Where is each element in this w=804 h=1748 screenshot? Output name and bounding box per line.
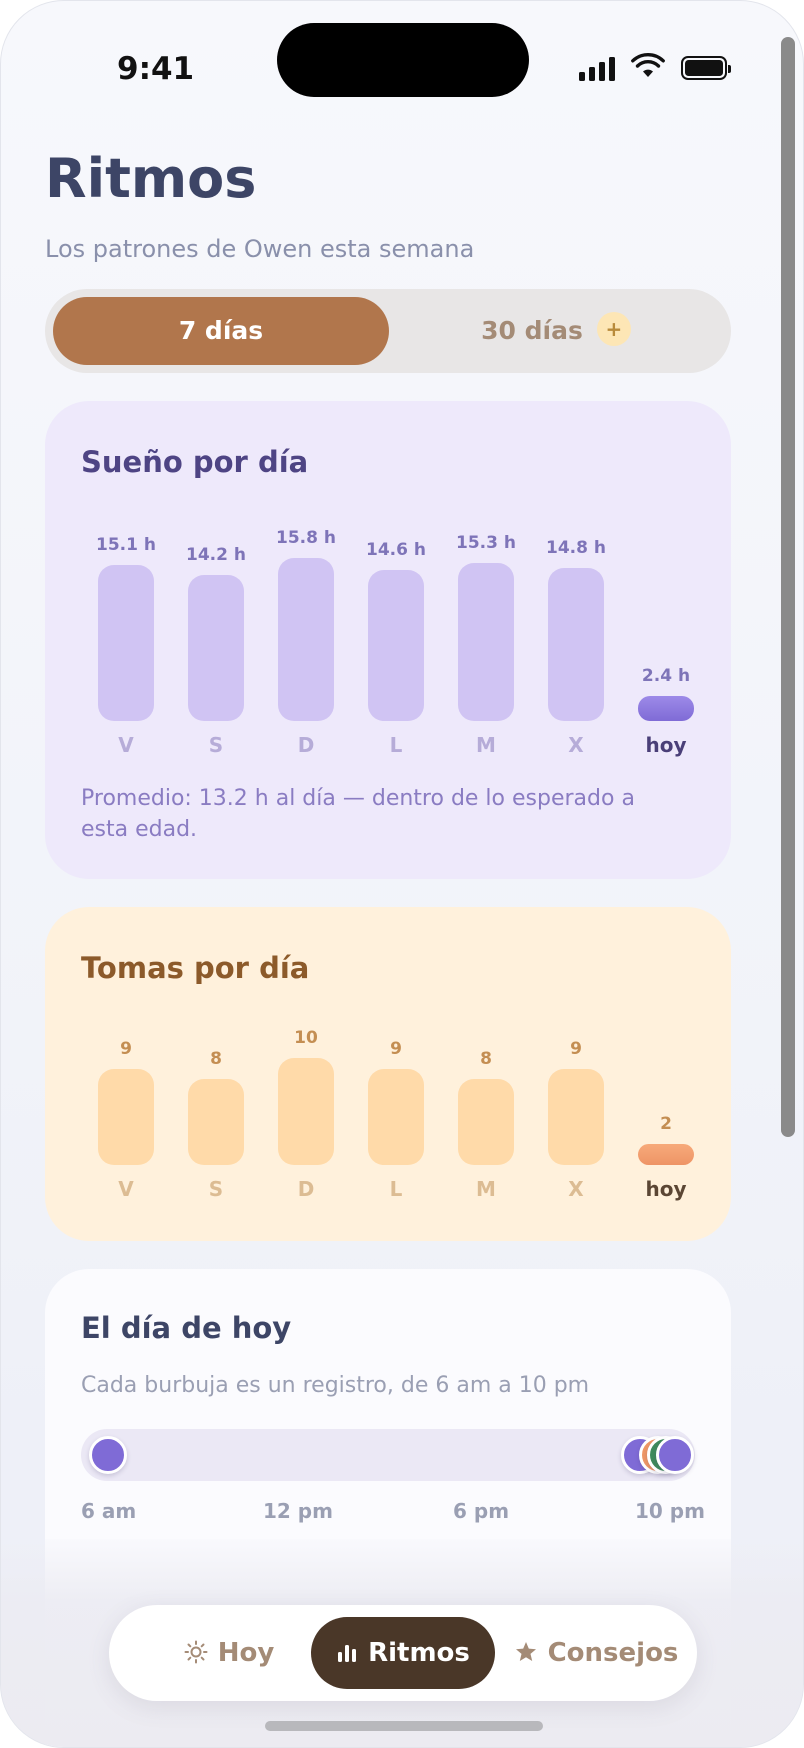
bar-value-label: 8 [480, 1049, 492, 1070]
bar-value-label: 15.8 h [276, 528, 336, 549]
bar-category-label: hoy [645, 1177, 687, 1201]
bottom-nav: Hoy Ritmos Consejos [109, 1605, 697, 1701]
chart-bar [458, 563, 514, 721]
feed-card-title: Tomas por día [81, 951, 310, 985]
range-toggle: 7 días 30 días + [45, 289, 731, 373]
wifi-icon [631, 53, 665, 77]
nav-tab-label: Consejos [547, 1638, 679, 1668]
bar-category-label: M [476, 733, 496, 757]
timeline-tick: 6 am [81, 1499, 137, 1523]
sun-icon [184, 1640, 208, 1663]
timeline-event-bubble[interactable] [89, 1436, 127, 1474]
nav-tab-ritmos[interactable]: Ritmos [311, 1617, 495, 1689]
bar-value-label: 9 [120, 1038, 132, 1059]
dynamic-island [277, 23, 529, 97]
bar-value-label: 2 [660, 1113, 672, 1134]
sleep-card: Sueño por día 15.1 h V 14.2 h S 15.8 h D 14.6 … [45, 401, 731, 879]
bar-category-label: M [476, 1177, 496, 1201]
range-option-label: 30 días [481, 316, 583, 345]
page-title: Ritmos [45, 147, 257, 210]
range-option-label: 7 días [178, 316, 264, 345]
bar-category-label: V [118, 733, 134, 757]
battery-icon [681, 56, 731, 80]
chart-bar [98, 565, 154, 721]
bar-value-label: 15.3 h [456, 533, 516, 554]
bar-category-label: S [208, 733, 224, 757]
chart-bar [368, 570, 424, 721]
chart-bar [638, 1143, 694, 1165]
timeline-event-bubble[interactable] [656, 1436, 694, 1474]
timeline-tick: 6 pm [453, 1499, 510, 1523]
page-subtitle: Los patrones de Owen esta semana [45, 235, 475, 263]
bar-category-label: V [118, 1177, 134, 1201]
chart-bar [188, 574, 244, 721]
chart-bar [278, 558, 334, 721]
bar-value-label: 2.4 h [641, 666, 691, 687]
bar-category-label: S [208, 1177, 224, 1201]
chart-bar [278, 1058, 334, 1165]
bar-value-label: 8 [210, 1049, 222, 1070]
bar-category-label: L [389, 733, 403, 757]
bar-value-label: 9 [570, 1038, 582, 1059]
scrollbar[interactable] [781, 37, 795, 1137]
chart-bar [188, 1079, 244, 1165]
cellular-signal-icon [579, 55, 615, 81]
timeline-tick: 10 pm [635, 1499, 705, 1523]
bar-value-label: 14.2 h [186, 544, 246, 565]
chart-bar [368, 1068, 424, 1165]
sleep-average-note: Promedio: 13.2 h al día — dentro de lo e… [81, 786, 635, 842]
bar-category-label: D [297, 733, 315, 757]
bar-value-label: 14.8 h [546, 538, 606, 559]
bar-chart-icon [338, 1644, 357, 1662]
today-timeline [81, 1429, 695, 1481]
chart-bar [458, 1079, 514, 1165]
nav-tab-consejos[interactable]: Consejos [511, 1617, 681, 1689]
bar-value-label: 9 [390, 1038, 402, 1059]
bar-category-label: L [389, 1177, 403, 1201]
sleep-card-title: Sueño por día [81, 445, 309, 479]
bar-value-label: 15.1 h [96, 535, 156, 556]
bar-value-label: 14.6 h [366, 540, 426, 561]
star-icon [515, 1641, 536, 1661]
feed-card: Tomas por día 9 V 8 S 10 D 9 L 8 M 9 X 2 hoy [45, 907, 731, 1241]
bar-category-label: X [568, 733, 584, 757]
range-option-30-days[interactable]: 30 días + [389, 297, 723, 365]
bar-category-label: X [568, 1177, 584, 1201]
home-indicator [265, 1721, 543, 1731]
nav-tab-label: Ritmos [368, 1638, 470, 1668]
chart-bar [638, 696, 694, 721]
status-time: 9:41 [117, 51, 195, 87]
today-card-title: El día de hoy [81, 1311, 292, 1345]
bar-value-label: 10 [294, 1028, 318, 1048]
timeline-tick: 12 pm [263, 1499, 333, 1523]
bar-category-label: hoy [645, 733, 687, 757]
nav-tab-hoy[interactable]: Hoy [149, 1617, 309, 1689]
chart-bar [548, 568, 604, 721]
chart-bar [548, 1068, 604, 1165]
range-option-7-days[interactable]: 7 días [53, 297, 389, 365]
today-card-subtitle: Cada burbuja es un registro, de 6 am a 1… [81, 1373, 590, 1398]
premium-plus-badge: + [596, 312, 631, 346]
nav-tab-label: Hoy [217, 1638, 275, 1668]
bar-category-label: D [297, 1177, 315, 1201]
chart-bar [98, 1068, 154, 1165]
